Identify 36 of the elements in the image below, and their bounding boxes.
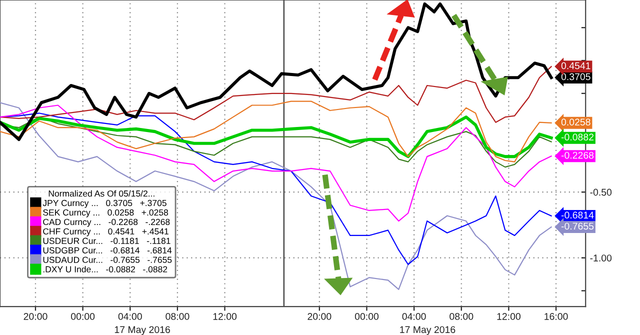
x-tick-label: 12:00 <box>213 313 237 320</box>
x-tick-label: 00:00 <box>71 313 95 320</box>
legend-label: USDEUR Cur... -0.1181 -.1181 <box>43 238 170 244</box>
legend-label: CAD Curncy ... -0.2268 -.2268 <box>43 218 170 227</box>
data-label: -0.2268 <box>561 152 594 159</box>
line-series <box>0 116 552 168</box>
data-label: -0.0882 <box>561 134 594 141</box>
legend-label: USDGBP Cur... -0.6814 -.6814 <box>43 247 172 254</box>
x-tick-label: 20:00 <box>24 313 48 320</box>
data-label: -0.6814 <box>561 212 594 219</box>
x-tick-label: 00:00 <box>354 313 379 320</box>
data-label: 0.0258 <box>561 118 590 126</box>
line-series <box>0 102 552 290</box>
legend-label: .DXY U Inde... -0.0882 -.0882 <box>43 266 168 272</box>
legend-label: JPY Curncy ... 0.3705 +.3705 <box>42 200 166 208</box>
x-tick-label: 12:00 <box>497 313 520 320</box>
data-label: -0.7655 <box>561 222 594 230</box>
line-series <box>0 2 553 141</box>
legend-label: CHF Curncy ... 0.4541 +.4541 <box>43 228 168 236</box>
y-tick-label: -1.00 <box>590 254 612 262</box>
x-tick-label: 16:00 <box>544 313 568 320</box>
line-series <box>0 100 552 162</box>
x-tick-label: 20:00 <box>308 313 332 320</box>
data-label: 0.3705 <box>561 73 590 80</box>
x-tick-label: 04:00 <box>402 313 426 320</box>
data-label: 0.4541 <box>561 62 590 70</box>
x-tick-label: 08:00 <box>450 313 474 320</box>
y-tick-label: -0.50 <box>590 188 612 196</box>
legend-title: Normalized As Of 05/15/2... <box>48 190 154 197</box>
legend-label: SEK Curncy ... 0.0258 +.0258 <box>43 209 168 218</box>
legend-label: USDAUD Cur... -0.7655 -.7655 <box>43 256 172 263</box>
text: 17 May 2016 <box>114 326 170 335</box>
text: 17 May 2016 <box>400 326 456 335</box>
x-tick-label: 04:00 <box>118 313 142 320</box>
x-tick-label: 08:00 <box>166 313 190 320</box>
line-series <box>0 66 552 123</box>
